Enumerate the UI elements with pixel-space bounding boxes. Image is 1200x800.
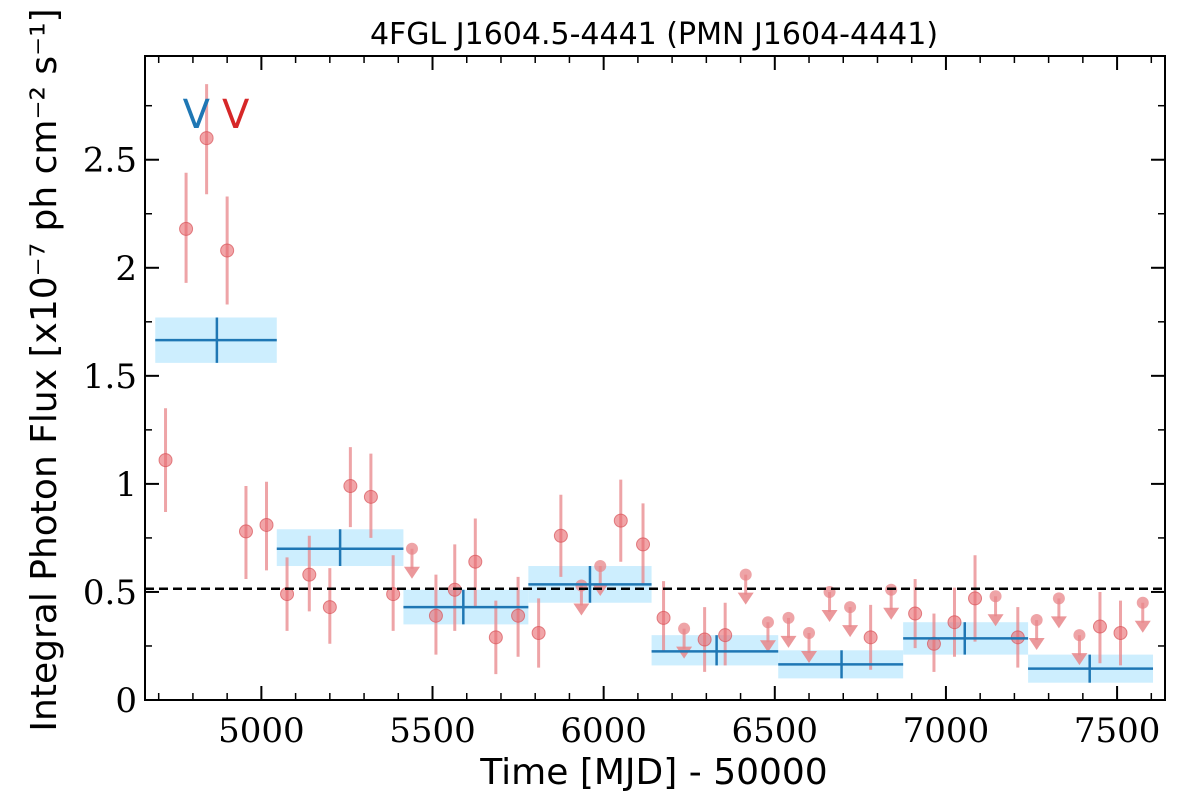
flux-point-23 bbox=[718, 628, 733, 643]
upper-limit-point-15 bbox=[1136, 596, 1149, 609]
chart-title: 4FGL J1604.5-4441 (PMN J1604-4441) bbox=[370, 17, 938, 52]
upper-limit-arrow-5 bbox=[759, 640, 776, 653]
flux-point-19 bbox=[613, 513, 628, 528]
upper-limit-arrow-13 bbox=[1050, 616, 1067, 629]
upper-limit-arrow-10 bbox=[883, 607, 900, 620]
upper-limit-point-3 bbox=[678, 622, 691, 635]
upper-limit-arrow-6 bbox=[780, 635, 797, 648]
y-tick-label-4: 2 bbox=[115, 249, 137, 289]
x-tick-label-0: 5000 bbox=[218, 711, 305, 751]
flux-point-21 bbox=[656, 610, 671, 625]
flux-point-17 bbox=[531, 626, 546, 641]
flux-point-3 bbox=[220, 243, 235, 258]
upper-limit-arrow-3 bbox=[676, 646, 693, 659]
flux-point-16 bbox=[511, 608, 526, 623]
upper-limit-arrow-14 bbox=[1071, 653, 1088, 666]
upper-limit-point-6 bbox=[782, 611, 795, 624]
flux-point-12 bbox=[428, 608, 443, 623]
y-tick-label-5: 2.5 bbox=[83, 141, 137, 181]
upper-limit-point-5 bbox=[761, 616, 774, 629]
flux-point-7 bbox=[302, 567, 317, 582]
upper-limit-point-7 bbox=[803, 627, 816, 640]
x-tick-label-5: 7500 bbox=[1074, 711, 1161, 751]
y-tick-label-0: 0 bbox=[115, 681, 137, 721]
flux-point-20 bbox=[636, 537, 651, 552]
flux-point-5 bbox=[259, 517, 274, 532]
event-marker-0: V bbox=[183, 92, 211, 138]
flux-point-31 bbox=[1113, 626, 1128, 641]
flux-point-24 bbox=[863, 630, 878, 645]
upper-limit-arrow-15 bbox=[1134, 620, 1151, 633]
flux-point-10 bbox=[363, 489, 378, 504]
flux-point-0 bbox=[158, 453, 173, 468]
upper-limit-arrow-2 bbox=[592, 584, 609, 597]
y-tick-label-1: 0.5 bbox=[83, 573, 137, 613]
flux-point-4 bbox=[238, 524, 253, 539]
flux-point-2 bbox=[199, 131, 214, 146]
upper-limit-arrow-8 bbox=[821, 609, 838, 622]
plot-frame bbox=[144, 55, 1166, 701]
y-axis-label: Integral Photon Flux [x10⁻⁷ ph cm⁻² s⁻¹] bbox=[24, 8, 65, 731]
event-marker-1: V bbox=[222, 92, 250, 138]
flux-point-25 bbox=[908, 606, 923, 621]
upper-limit-arrow-11 bbox=[987, 614, 1004, 627]
flux-point-8 bbox=[322, 600, 337, 615]
x-tick-label-2: 6000 bbox=[560, 711, 647, 751]
flux-point-22 bbox=[697, 632, 712, 647]
flux-point-11 bbox=[386, 587, 401, 602]
upper-limit-arrow-7 bbox=[801, 651, 818, 664]
upper-limit-point-4 bbox=[739, 568, 752, 581]
upper-limit-point-14 bbox=[1073, 629, 1086, 642]
flux-point-27 bbox=[947, 615, 962, 630]
plot-area: V V 5000 5500 6000 6500 7000 7500 0 0.5 1 1.5 2 2.5 bbox=[83, 55, 1166, 751]
upper-limit-point-2 bbox=[594, 560, 607, 573]
upper-limit-point-11 bbox=[989, 590, 1002, 603]
x-tick-label-3: 6500 bbox=[732, 711, 819, 751]
flux-point-15 bbox=[488, 630, 503, 645]
upper-limit-arrow-12 bbox=[1028, 638, 1045, 651]
flux-point-9 bbox=[343, 479, 358, 494]
upper-limit-point-12 bbox=[1030, 614, 1043, 627]
y-tick-label-3: 1.5 bbox=[83, 357, 137, 397]
upper-limit-arrow-4 bbox=[737, 592, 754, 605]
x-tick-label-4: 7000 bbox=[903, 711, 990, 751]
flux-point-14 bbox=[468, 554, 483, 569]
x-axis-label: Time [MJD] - 50000 bbox=[479, 752, 827, 793]
flux-point-18 bbox=[553, 528, 568, 543]
upper-limit-point-0 bbox=[405, 542, 418, 555]
upper-limit-arrow-9 bbox=[842, 625, 859, 638]
flux-point-1 bbox=[179, 221, 194, 236]
flux-point-30 bbox=[1092, 619, 1107, 634]
upper-limit-point-9 bbox=[844, 601, 857, 614]
upper-limit-arrow-1 bbox=[573, 603, 590, 616]
y-tick-label-2: 1 bbox=[115, 465, 137, 505]
flux-point-28 bbox=[968, 591, 983, 606]
upper-limit-point-13 bbox=[1052, 592, 1065, 605]
x-tick-label-1: 5500 bbox=[389, 711, 476, 751]
upper-limit-arrow-0 bbox=[403, 566, 420, 579]
